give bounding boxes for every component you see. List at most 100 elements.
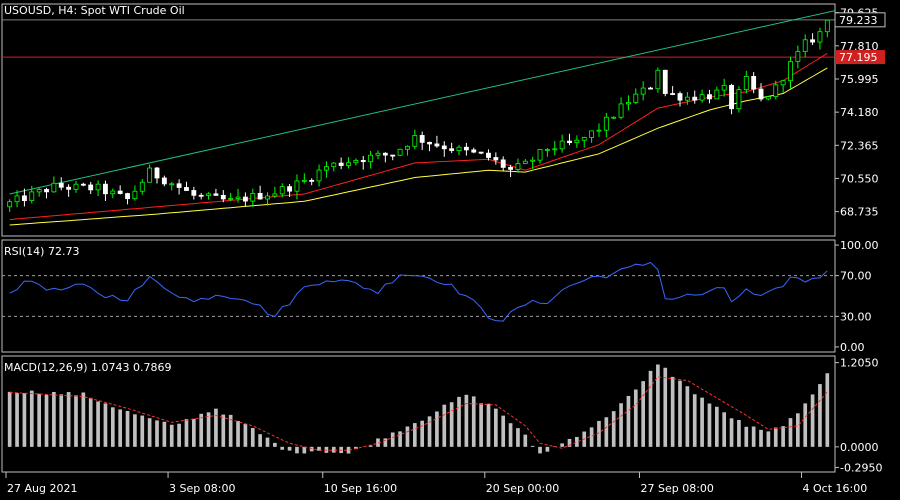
candle — [353, 158, 359, 166]
candle — [272, 186, 278, 198]
candle — [824, 19, 830, 38]
candle-body — [110, 190, 116, 195]
candle-body — [780, 80, 786, 86]
candle — [88, 181, 94, 195]
candle — [427, 141, 432, 152]
candle-body — [176, 183, 182, 188]
candle-body — [29, 191, 35, 202]
candle-body — [235, 196, 241, 199]
candle-body — [677, 93, 683, 101]
candle — [323, 161, 329, 178]
candle-body — [412, 135, 418, 147]
chart-title: USOUSD, H4: Spot WTI Crude Oil — [4, 4, 185, 17]
current-price-box — [834, 12, 886, 28]
candle-body — [544, 149, 550, 151]
candle — [21, 188, 27, 207]
candle — [161, 175, 167, 187]
candle — [390, 154, 396, 161]
candle — [567, 133, 572, 146]
candle — [714, 86, 720, 100]
candle — [220, 190, 226, 203]
candle-body — [397, 148, 403, 156]
candle-body — [463, 146, 469, 151]
candle-body — [51, 182, 57, 193]
candle — [751, 72, 757, 94]
rsi-tick-label: 30.00 — [840, 310, 872, 323]
candle-body — [427, 141, 432, 145]
candle — [198, 192, 204, 200]
candle — [493, 152, 499, 165]
candle-body — [139, 181, 145, 192]
candle — [147, 164, 153, 183]
candle — [670, 86, 676, 96]
rsi-panel-frame — [1, 239, 836, 353]
candle — [655, 67, 661, 93]
candle — [397, 148, 403, 157]
candle-body — [206, 193, 211, 196]
candle-body — [95, 183, 101, 191]
candle-body — [125, 193, 130, 200]
candle — [338, 157, 344, 170]
candle — [463, 142, 469, 156]
candle-body — [581, 137, 587, 141]
candle — [456, 144, 462, 155]
candle-body — [66, 186, 72, 190]
candle — [581, 136, 587, 148]
candle — [331, 162, 337, 172]
candle-body — [751, 76, 757, 90]
candle-body — [287, 186, 293, 192]
macd-tick-label: -0.2950 — [840, 461, 882, 474]
candle — [7, 199, 13, 212]
candle — [154, 166, 160, 184]
candle-body — [611, 116, 617, 119]
candle — [250, 188, 256, 207]
candle-body — [382, 152, 388, 156]
candle-body — [220, 194, 226, 200]
candle — [611, 116, 617, 120]
candle-body — [390, 154, 396, 157]
candle-body — [758, 88, 764, 100]
candle-body — [419, 135, 425, 143]
candle-body — [441, 145, 447, 150]
candle — [294, 174, 300, 200]
candle-body — [154, 167, 160, 179]
candle — [699, 89, 705, 103]
time-tick-label: 3 Sep 08:00 — [169, 482, 235, 495]
candle — [780, 79, 786, 93]
candle — [544, 148, 550, 157]
candle — [36, 187, 42, 197]
candle-body — [7, 201, 13, 208]
candle-body — [368, 154, 374, 163]
candle-body — [493, 157, 499, 161]
candle-body — [788, 61, 793, 82]
price-axis: 79.62577.81075.99574.18072.36570.55068.7… — [834, 7, 886, 474]
price-tick-label: 77.810 — [840, 40, 879, 53]
price-plot-area — [2, 10, 835, 226]
macd-panel-frame — [1, 355, 836, 473]
macd-tick-label: 0.0000 — [840, 441, 879, 454]
candle-body — [596, 129, 602, 132]
candle — [169, 181, 175, 191]
candle-body — [331, 162, 337, 168]
candle — [346, 157, 351, 169]
time-tick-label: 10 Sep 16:00 — [324, 482, 397, 495]
candle-body — [88, 184, 94, 191]
candle — [235, 188, 241, 203]
candle — [213, 188, 219, 196]
candle-body — [486, 152, 491, 158]
candle-body — [117, 190, 123, 194]
candle-body — [802, 39, 808, 52]
time-tick-label: 27 Sep 08:00 — [640, 482, 713, 495]
candle-body — [147, 167, 153, 183]
moving-average-line — [9, 52, 828, 221]
candle — [559, 134, 565, 153]
candle-body — [294, 180, 300, 192]
candle-body — [736, 89, 742, 110]
candle-body — [257, 193, 263, 200]
candle-body — [810, 39, 816, 43]
candle — [103, 180, 108, 201]
candle-body — [648, 87, 653, 90]
candle-body — [714, 89, 720, 100]
panel-frames — [1, 3, 836, 473]
